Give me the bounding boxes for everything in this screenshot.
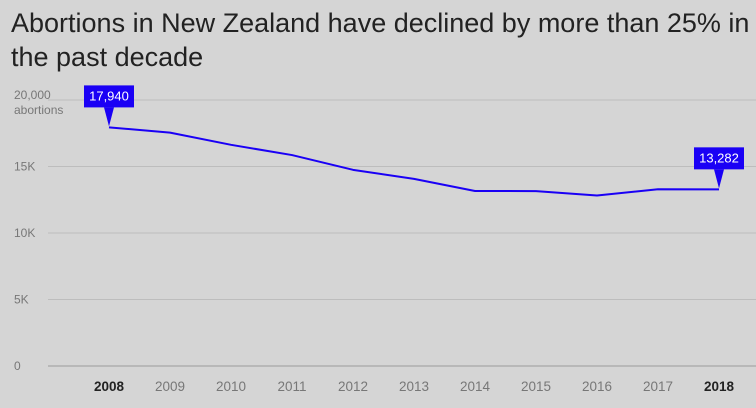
callout-pointer — [714, 169, 724, 189]
x-tick-label: 2010 — [216, 379, 246, 394]
x-tick-label: 2011 — [277, 379, 306, 394]
callout-pointer — [104, 107, 114, 127]
x-tick-label: 2018 — [704, 379, 735, 394]
series-line — [108, 126, 720, 197]
y-axis-unit-label: abortions — [14, 103, 63, 117]
y-tick-label: 15K — [14, 160, 35, 174]
x-tick-label: 2012 — [338, 379, 368, 394]
callout-label: 13,282 — [699, 150, 739, 165]
x-tick-label: 2014 — [460, 379, 491, 394]
callout-label: 17,940 — [89, 88, 129, 103]
x-tick-label: 2015 — [521, 379, 551, 394]
x-tick-label: 2009 — [155, 379, 185, 394]
series-line-0 — [108, 126, 720, 197]
chart-title: Abortions in New Zealand have declined b… — [11, 8, 750, 72]
y-tick-label: 10K — [14, 226, 35, 240]
callout-box — [84, 85, 134, 108]
x-tick-label: 2017 — [643, 379, 673, 394]
callout-box — [694, 147, 744, 170]
value-callout: 17,940 — [84, 85, 134, 127]
y-tick-label: 5K — [14, 293, 29, 307]
x-tick-label: 2008 — [94, 379, 125, 394]
x-axis-ticks: 2008 2009 2010 2011 2012 2013 2014 2015 2016 2017… — [94, 379, 735, 394]
grid-lines — [48, 99, 756, 367]
callouts: 17,940 13,282 — [84, 85, 744, 189]
y-tick-label: 0 — [14, 359, 21, 373]
x-tick-label: 2013 — [399, 379, 429, 394]
x-tick-label: 2016 — [582, 379, 612, 394]
value-callout: 13,282 — [694, 147, 744, 189]
y-tick-label: 20,000 — [14, 88, 51, 102]
